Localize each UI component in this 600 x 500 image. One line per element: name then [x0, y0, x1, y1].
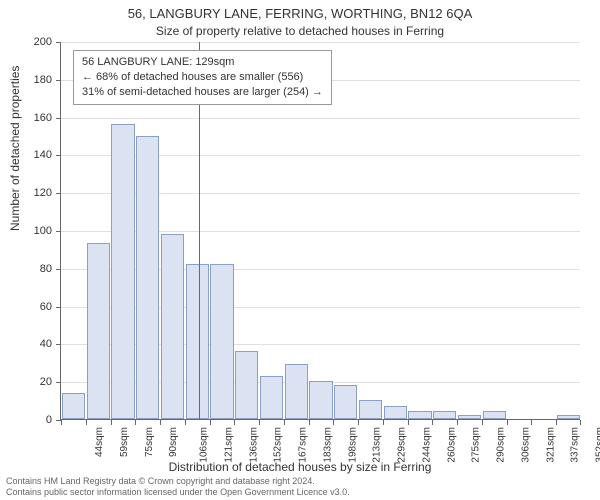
x-tick-label: 213sqm [372, 427, 383, 463]
x-tick-label: 337sqm [570, 427, 581, 463]
plot-area: 56 LANGBURY LANE: 129sqm← 68% of detache… [60, 42, 580, 420]
footer-line-1: Contains HM Land Registry data © Crown c… [6, 476, 350, 487]
y-tick-label: 160 [2, 112, 52, 124]
x-tick-label: 136sqm [248, 427, 259, 463]
y-tick-mark [56, 269, 61, 270]
histogram-bar [359, 400, 382, 419]
annotation-line-2: ← 68% of detached houses are smaller (55… [82, 70, 323, 85]
y-tick-label: 80 [2, 263, 52, 275]
x-tick-mark [135, 420, 136, 425]
x-tick-mark [408, 420, 409, 425]
x-tick-label: 198sqm [347, 427, 358, 463]
x-tick-mark [333, 420, 334, 425]
x-tick-mark [61, 420, 62, 425]
x-tick-mark [111, 420, 112, 425]
histogram-bar [87, 243, 110, 419]
y-tick-mark [56, 155, 61, 156]
x-tick-mark [259, 420, 260, 425]
x-tick-mark [531, 420, 532, 425]
x-tick-mark [160, 420, 161, 425]
histogram-bar [557, 415, 580, 419]
y-tick-label: 60 [2, 301, 52, 313]
histogram-bar [483, 411, 506, 419]
x-tick-mark [457, 420, 458, 425]
gridline [61, 42, 580, 43]
annotation-line-3: 31% of semi-detached houses are larger (… [82, 85, 323, 100]
y-tick-mark [56, 42, 61, 43]
y-tick-label: 100 [2, 225, 52, 237]
x-tick-label: 244sqm [421, 427, 432, 463]
x-tick-mark [210, 420, 211, 425]
y-tick-mark [56, 80, 61, 81]
x-tick-label: 44sqm [94, 427, 105, 457]
y-tick-label: 140 [2, 149, 52, 161]
histogram-bar [161, 234, 184, 419]
x-tick-label: 59sqm [119, 427, 130, 457]
x-tick-label: 106sqm [199, 427, 210, 463]
histogram-bar [235, 351, 258, 419]
x-tick-label: 275sqm [471, 427, 482, 463]
x-tick-mark [383, 420, 384, 425]
histogram-bar [334, 385, 357, 419]
histogram-bar [111, 124, 134, 419]
y-tick-mark [56, 118, 61, 119]
y-tick-label: 120 [2, 187, 52, 199]
x-tick-mark [432, 420, 433, 425]
x-tick-label: 352sqm [595, 427, 600, 463]
x-tick-mark [482, 420, 483, 425]
gridline [61, 118, 580, 119]
x-tick-mark [185, 420, 186, 425]
chart-subtitle: Size of property relative to detached ho… [0, 24, 600, 38]
annotation-box: 56 LANGBURY LANE: 129sqm← 68% of detache… [73, 50, 332, 105]
y-tick-mark [56, 382, 61, 383]
x-tick-label: 260sqm [446, 427, 457, 463]
x-tick-mark [309, 420, 310, 425]
footer-attribution: Contains HM Land Registry data © Crown c… [6, 476, 350, 498]
y-tick-label: 0 [2, 414, 52, 426]
x-tick-mark [580, 420, 581, 425]
y-tick-mark [56, 231, 61, 232]
x-tick-label: 121sqm [223, 427, 234, 463]
y-tick-mark [56, 193, 61, 194]
y-tick-label: 20 [2, 376, 52, 388]
histogram-bar [408, 411, 431, 419]
x-tick-label: 152sqm [273, 427, 284, 463]
histogram-bar [260, 376, 283, 419]
x-tick-mark [556, 420, 557, 425]
x-tick-label: 167sqm [298, 427, 309, 463]
x-tick-mark [284, 420, 285, 425]
footer-line-2: Contains public sector information licen… [6, 487, 350, 498]
histogram-bar [458, 415, 481, 419]
x-tick-label: 75sqm [144, 427, 155, 457]
x-tick-mark [358, 420, 359, 425]
histogram-bar [285, 364, 308, 419]
x-tick-label: 183sqm [322, 427, 333, 463]
x-tick-mark [86, 420, 87, 425]
histogram-bar [384, 406, 407, 419]
y-tick-label: 180 [2, 74, 52, 86]
y-tick-mark [56, 344, 61, 345]
x-tick-label: 229sqm [397, 427, 408, 463]
histogram-bar [309, 381, 332, 419]
histogram-bar [210, 264, 233, 419]
x-tick-label: 290sqm [496, 427, 507, 463]
y-tick-label: 200 [2, 36, 52, 48]
y-tick-mark [56, 307, 61, 308]
chart-title: 56, LANGBURY LANE, FERRING, WORTHING, BN… [0, 6, 600, 21]
annotation-line-1: 56 LANGBURY LANE: 129sqm [82, 55, 323, 70]
x-tick-label: 90sqm [168, 427, 179, 457]
histogram-bar [136, 136, 159, 420]
y-axis-label: Number of detached properties [8, 66, 22, 231]
x-tick-label: 321sqm [545, 427, 556, 463]
y-tick-label: 40 [2, 338, 52, 350]
x-tick-mark [234, 420, 235, 425]
x-tick-mark [507, 420, 508, 425]
x-tick-label: 306sqm [521, 427, 532, 463]
histogram-bar [62, 393, 85, 419]
histogram-bar [186, 264, 209, 419]
histogram-bar [433, 411, 456, 419]
